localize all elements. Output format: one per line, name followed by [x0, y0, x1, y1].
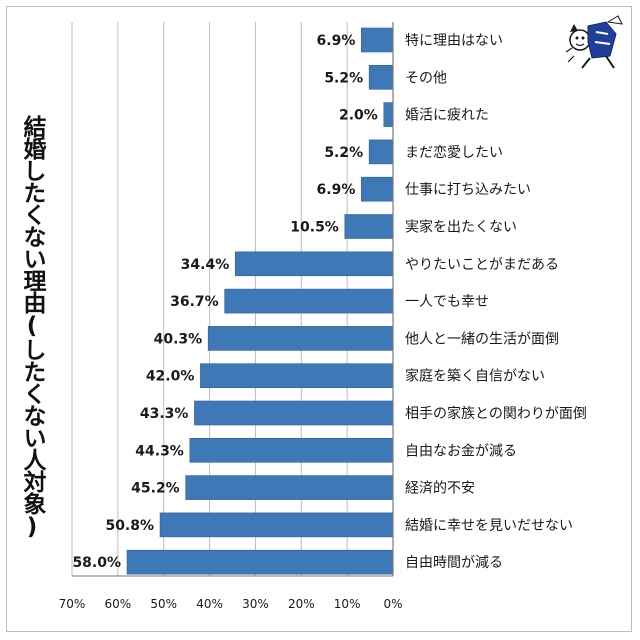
y-axis-title: 結婚したくない理由(したくない人対象) — [19, 115, 45, 539]
x-tick-label: 60% — [105, 597, 132, 611]
bar — [185, 475, 394, 500]
value-label: 42.0% — [146, 369, 195, 385]
bar — [159, 512, 394, 538]
x-tick-label: 30% — [242, 597, 269, 611]
value-label: 10.5% — [290, 220, 339, 236]
bar-layer — [126, 27, 394, 575]
value-label: 34.4% — [181, 257, 230, 273]
category-label: 自由時間が減る — [405, 554, 503, 571]
bar — [189, 437, 394, 463]
category-label: 相手の家族との関わりが面倒 — [405, 405, 587, 422]
x-tick-label: 0% — [383, 597, 402, 611]
x-tick-label: 40% — [196, 597, 223, 611]
category-label: 特に理由はない — [405, 33, 503, 49]
bar — [234, 251, 394, 277]
x-tick-label: 10% — [334, 597, 361, 611]
value-label: 58.0% — [72, 555, 121, 571]
bar — [368, 65, 394, 90]
value-label: 43.3% — [140, 406, 189, 422]
value-label: 5.2% — [324, 70, 363, 86]
category-label: 一人でも幸せ — [405, 294, 489, 310]
bar — [383, 102, 394, 127]
bar — [361, 176, 394, 202]
label-layer: 70% 60% 50% 40% 30% 20% 10% 0% 6.9% 特に理由はない 5.2% その… — [59, 33, 587, 611]
value-label: 36.7% — [170, 294, 219, 310]
category-label: 実家を出たくない — [405, 219, 517, 236]
x-tick-label: 70% — [59, 597, 86, 611]
category-label: その他 — [405, 70, 447, 86]
axis-layer — [72, 22, 394, 577]
value-label: 2.0% — [339, 108, 378, 124]
bar — [344, 214, 394, 239]
cartoon-character-icon — [565, 15, 623, 69]
category-label: 経済的不安 — [405, 481, 475, 497]
bar — [126, 549, 394, 575]
bar — [207, 326, 394, 351]
bar — [194, 400, 394, 426]
category-label: 他人と一緒の生活が面倒 — [405, 331, 559, 347]
value-label: 50.8% — [105, 518, 154, 534]
category-label: 結婚に幸せを見いだせない — [405, 518, 573, 534]
category-label: 自由なお金が減る — [405, 442, 517, 459]
bar — [361, 27, 394, 53]
value-label: 44.3% — [135, 443, 184, 459]
category-label: 家庭を築く自信がない — [405, 368, 545, 385]
bar — [200, 363, 394, 389]
x-tick-label: 20% — [288, 597, 315, 611]
bar — [368, 139, 394, 165]
value-label: 6.9% — [317, 33, 356, 49]
x-tick-label: 50% — [150, 597, 177, 611]
value-label: 6.9% — [317, 182, 356, 198]
category-label: やりたいことがまだある — [405, 257, 559, 273]
category-label: まだ恋愛したい — [405, 144, 503, 161]
value-label: 5.2% — [324, 145, 363, 161]
bar — [224, 288, 394, 314]
value-label: 40.3% — [154, 331, 203, 347]
category-label: 婚活に疲れた — [405, 107, 489, 124]
value-label: 45.2% — [131, 481, 180, 497]
chart-frame — [6, 6, 632, 632]
category-label: 仕事に打ち込みたい — [405, 181, 531, 198]
